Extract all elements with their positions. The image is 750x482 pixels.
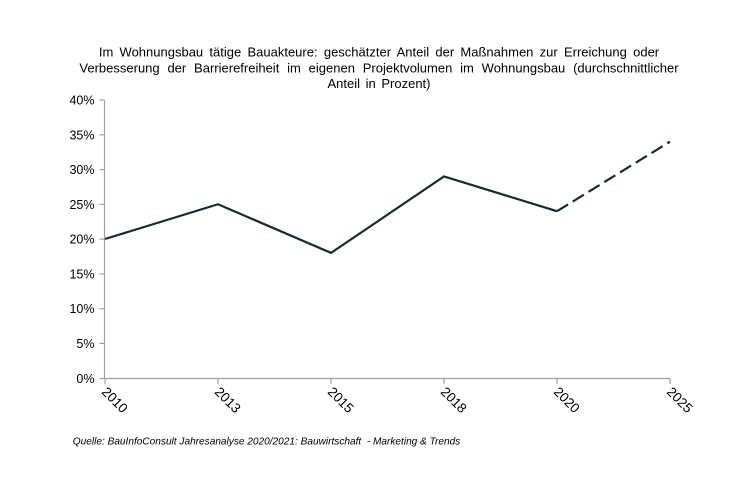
svg-text:2025: 2025 [664,384,696,416]
svg-text:2020: 2020 [551,384,583,416]
svg-text:Quelle: BauInfoConsult Jahresa: Quelle: BauInfoConsult Jahresanalyse 202… [73,436,461,447]
svg-text:30%: 30% [69,163,94,177]
svg-text:Anteil in Prozent): Anteil in Prozent) [328,76,431,91]
svg-text:35%: 35% [69,128,94,142]
svg-text:5%: 5% [76,337,94,351]
svg-text:0%: 0% [76,372,94,386]
svg-text:2010: 2010 [99,384,131,416]
svg-text:2013: 2013 [212,384,244,416]
svg-text:Verbesserung der Barrierefreih: Verbesserung der Barrierefreiheit im eig… [79,60,679,75]
svg-text:20%: 20% [69,233,94,247]
svg-text:2015: 2015 [325,384,357,416]
svg-text:15%: 15% [69,267,94,281]
svg-text:2018: 2018 [438,384,470,416]
svg-text:25%: 25% [69,198,94,212]
svg-text:40%: 40% [69,94,94,108]
svg-text:Im Wohnungsbau tätige Bauakteu: Im Wohnungsbau tätige Bauakteure: geschä… [99,44,660,59]
svg-text:10%: 10% [69,302,94,316]
